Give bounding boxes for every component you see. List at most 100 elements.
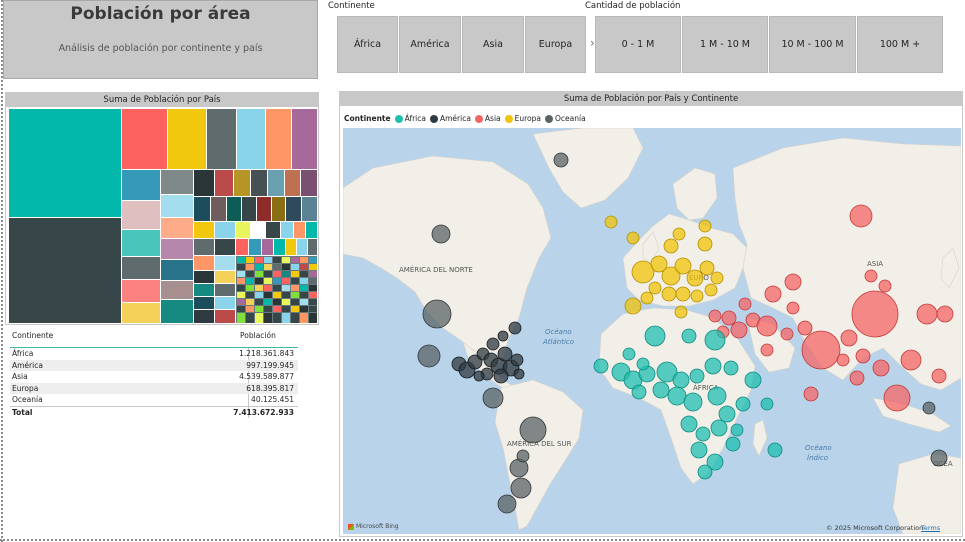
legend-item-asia[interactable]: Asia (474, 114, 501, 123)
treemap-cell[interactable] (211, 197, 226, 221)
treemap-cell[interactable] (302, 197, 317, 221)
treemap-small-cells[interactable] (236, 256, 317, 323)
slicer-button-america[interactable]: América (399, 16, 461, 73)
slicer-button-10m-100m[interactable]: 10 M - 100 M (769, 16, 856, 73)
column-header-population[interactable]: Población (240, 331, 276, 340)
circle-icon (545, 114, 553, 123)
treemap-cell[interactable] (262, 239, 273, 255)
canvas-border (1, 0, 3, 542)
treemap-cell[interactable] (236, 239, 248, 255)
map-label-indian-1: Océano (805, 444, 832, 452)
treemap-cell[interactable] (266, 222, 280, 238)
treemap-cell[interactable] (161, 300, 193, 323)
slicer-button-africa[interactable]: África (337, 16, 398, 73)
slicer-button-100m-plus[interactable]: 100 M + (857, 16, 943, 73)
treemap-cell[interactable] (236, 222, 250, 238)
treemap-cell[interactable] (9, 109, 121, 217)
treemap-cell[interactable] (161, 195, 193, 217)
column-header-continent[interactable]: Continente (12, 331, 54, 340)
treemap-cell[interactable] (122, 303, 160, 323)
table-row[interactable]: África 1.218.361.843 (10, 348, 298, 360)
population-table[interactable]: Continente Población África 1.218.361.84… (10, 330, 298, 418)
treemap-gridlines (9, 109, 122, 323)
treemap-cell[interactable] (234, 170, 250, 196)
legend-item-europa[interactable]: Europa (504, 114, 541, 123)
treemap-cell[interactable] (194, 197, 210, 221)
treemap-cell[interactable] (251, 170, 267, 196)
treemap-cell[interactable] (285, 170, 300, 196)
table-row[interactable]: Oceanía 40.125.451 (10, 394, 298, 406)
treemap-cell[interactable] (194, 222, 214, 238)
cell-continent: América (12, 360, 43, 370)
treemap-cell[interactable] (194, 256, 214, 270)
map-canvas[interactable]: AMÉRICA DEL NORTE AMÉRICA DEL SUR EURO A… (343, 128, 961, 534)
treemap-cell[interactable] (194, 310, 214, 323)
treemap-cell[interactable] (122, 109, 167, 169)
cell-population: 40.125.451 (251, 395, 294, 404)
treemap-cell[interactable] (301, 170, 317, 196)
treemap-cell[interactable] (194, 271, 214, 283)
treemap-cell[interactable] (227, 197, 241, 221)
table-row[interactable]: Asia 4.539.589.877 (10, 371, 298, 383)
treemap-cell[interactable] (194, 239, 214, 255)
treemap-cell[interactable] (268, 170, 284, 196)
legend-item-america[interactable]: América (429, 114, 471, 123)
cell-population: 618.395.817 (246, 383, 294, 393)
chevron-right-icon[interactable]: › (590, 36, 595, 50)
legend-item-africa[interactable]: África (394, 114, 426, 123)
treemap-cell[interactable] (294, 222, 305, 238)
treemap-cell[interactable] (237, 109, 265, 169)
treemap-cell[interactable] (122, 230, 160, 256)
treemap-cell[interactable] (161, 170, 193, 194)
treemap-cell[interactable] (274, 239, 285, 255)
treemap-cell[interactable] (215, 310, 235, 323)
treemap-visual[interactable]: Suma de Población por País (5, 92, 319, 325)
map-terms-link[interactable]: Terms (921, 524, 941, 532)
treemap-cell[interactable] (122, 170, 160, 200)
treemap-cell[interactable] (161, 260, 193, 280)
treemap-cell[interactable] (215, 170, 233, 196)
map-bubbles[interactable] (417, 152, 954, 514)
treemap-cell[interactable] (161, 218, 193, 238)
treemap-cell[interactable] (308, 239, 317, 255)
treemap-cell[interactable] (161, 239, 193, 259)
treemap-cell[interactable] (194, 170, 214, 196)
table-row[interactable]: América 997.199.945 (10, 359, 298, 371)
treemap-cell[interactable] (122, 257, 160, 279)
treemap-cell[interactable] (122, 280, 160, 302)
treemap-cell[interactable] (251, 222, 265, 238)
map-label-indian-2: Índico (807, 453, 828, 462)
table-row[interactable]: Europa 618.395.817 (10, 382, 298, 394)
treemap-cell[interactable] (168, 109, 206, 169)
treemap-cell[interactable] (122, 201, 160, 229)
treemap-cell[interactable] (215, 222, 235, 238)
treemap-cell[interactable] (215, 271, 235, 283)
legend-item-oceania[interactable]: Oceanía (545, 114, 586, 123)
slicer-button-1m-10m[interactable]: 1 M - 10 M (682, 16, 768, 73)
treemap-cell[interactable] (161, 281, 193, 299)
treemap-cell[interactable] (9, 218, 121, 323)
treemap-cell[interactable] (297, 239, 307, 255)
map-visual[interactable]: Suma de Población por País y Continente … (339, 91, 963, 537)
treemap-cell[interactable] (286, 197, 301, 221)
treemap-cell[interactable] (215, 297, 235, 309)
treemap-cell[interactable] (292, 109, 317, 169)
treemap-cell[interactable] (242, 197, 256, 221)
slicer-button-asia[interactable]: Asia (462, 16, 524, 73)
treemap-cell[interactable] (257, 197, 271, 221)
treemap-chart[interactable] (9, 109, 317, 323)
treemap-cell[interactable] (207, 109, 236, 169)
treemap-cell[interactable] (266, 109, 291, 169)
treemap-cell[interactable] (215, 284, 235, 296)
treemap-cell[interactable] (306, 222, 317, 238)
slicer-button-europa[interactable]: Europa (525, 16, 586, 73)
treemap-cell[interactable] (215, 256, 235, 270)
treemap-cell[interactable] (215, 239, 235, 255)
treemap-cell[interactable] (194, 297, 214, 309)
treemap-cell[interactable] (272, 197, 285, 221)
treemap-cell[interactable] (281, 222, 293, 238)
treemap-cell[interactable] (249, 239, 261, 255)
slicer-button-0-1m[interactable]: 0 - 1 M (595, 16, 681, 73)
treemap-cell[interactable] (194, 284, 214, 296)
treemap-cell[interactable] (286, 239, 296, 255)
